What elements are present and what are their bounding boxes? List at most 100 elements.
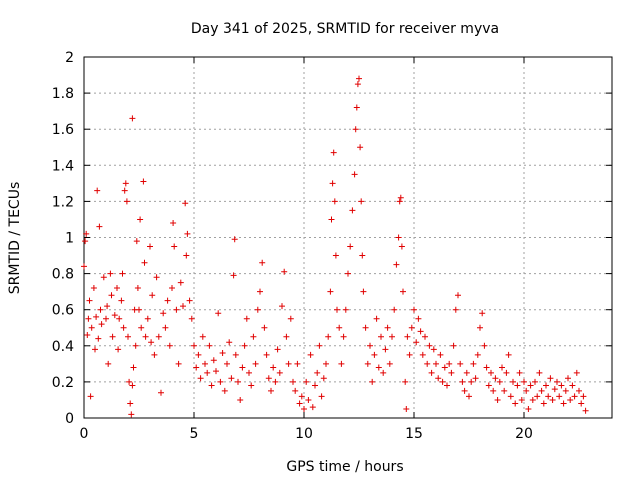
data-point: [164, 297, 171, 304]
data-point: [191, 342, 197, 349]
data-point: [330, 149, 337, 156]
data-point: [340, 333, 347, 340]
data-point: [103, 315, 109, 322]
data-point: [301, 405, 307, 412]
data-point: [554, 378, 560, 385]
data-point: [120, 324, 127, 331]
data-point: [202, 360, 208, 367]
data-point: [144, 315, 151, 322]
tick-marks: [83, 56, 612, 419]
plot-frame: [83, 56, 613, 419]
data-point: [114, 285, 120, 292]
data-point: [437, 351, 444, 358]
data-point: [119, 270, 126, 277]
data-point: [314, 369, 321, 376]
data-point: [426, 342, 433, 349]
data-point: [543, 382, 549, 389]
data-point: [148, 339, 155, 346]
data-point: [109, 333, 116, 340]
data-point: [398, 243, 405, 250]
data-point: [404, 333, 411, 340]
data-point: [268, 387, 274, 394]
data-point: [138, 324, 145, 331]
data-point: [84, 331, 91, 338]
data-point: [217, 378, 224, 385]
data-point: [149, 292, 156, 299]
data-point: [309, 404, 316, 411]
data-point: [403, 405, 410, 412]
data-point: [470, 360, 477, 367]
data-point: [287, 315, 294, 322]
data-point: [182, 200, 189, 207]
data-point: [230, 272, 237, 279]
y-tick-label: 0.8: [52, 267, 74, 283]
data-point: [312, 382, 318, 389]
data-point: [180, 303, 186, 310]
data-point: [402, 378, 409, 385]
data-point: [582, 407, 589, 414]
data-point: [316, 342, 323, 349]
data-point: [494, 396, 501, 403]
data-point: [274, 346, 281, 353]
data-point: [455, 292, 461, 299]
data-point: [375, 364, 382, 371]
data-point: [97, 306, 104, 313]
data-point: [507, 393, 514, 400]
data-point: [88, 324, 95, 331]
data-point: [270, 364, 277, 371]
data-point: [210, 357, 217, 364]
data-point: [323, 360, 329, 367]
data-point: [204, 369, 211, 376]
data-point: [281, 268, 288, 275]
data-point: [573, 369, 580, 376]
data-point: [499, 364, 505, 371]
data-point: [523, 387, 530, 394]
data-point: [567, 396, 574, 403]
data-point: [578, 400, 585, 407]
data-point: [477, 324, 483, 331]
data-point: [147, 243, 153, 250]
data-point: [126, 378, 133, 385]
data-point: [406, 351, 413, 358]
x-axis-label: GPS time / hours: [286, 459, 403, 475]
data-point: [424, 360, 431, 367]
data-point: [123, 198, 130, 205]
data-point: [444, 382, 450, 389]
data-point: [428, 369, 435, 376]
data-point: [298, 393, 305, 400]
data-point: [514, 382, 521, 389]
data-point: [459, 378, 466, 385]
data-point: [325, 333, 332, 340]
data-point: [521, 378, 527, 385]
data-point: [334, 306, 340, 313]
data-point: [332, 252, 339, 259]
data-point: [221, 387, 228, 394]
chart-title: Day 341 of 2025, SRMTID for receiver myv…: [191, 21, 499, 37]
data-point: [94, 187, 101, 194]
data-point: [318, 393, 325, 400]
data-point: [367, 342, 373, 349]
data-point: [213, 368, 219, 375]
data-point: [82, 238, 89, 245]
data-point: [276, 369, 283, 376]
data-point: [331, 198, 338, 205]
data-point: [411, 306, 417, 313]
data-point: [538, 387, 545, 394]
data-point: [433, 360, 439, 367]
data-point: [419, 351, 426, 358]
data-point: [382, 346, 389, 353]
data-points: [81, 75, 589, 418]
data-point: [551, 386, 558, 393]
data-point: [177, 279, 184, 286]
data-point: [95, 335, 102, 342]
data-point: [329, 180, 336, 187]
data-point: [558, 382, 565, 389]
data-point: [472, 375, 479, 382]
data-point: [481, 342, 488, 349]
data-point: [389, 333, 395, 340]
data-point: [536, 369, 543, 376]
x-tick-label: 10: [295, 426, 313, 442]
data-point: [527, 382, 534, 389]
y-tick-label: 0.4: [52, 339, 74, 355]
